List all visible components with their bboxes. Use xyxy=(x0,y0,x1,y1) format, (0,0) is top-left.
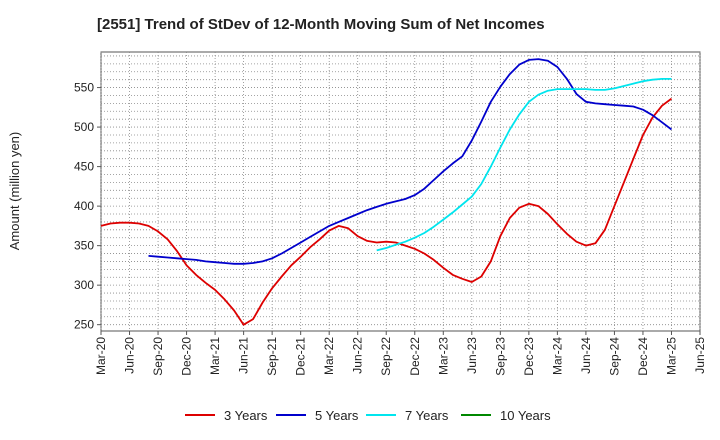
x-tick-label: Dec-20 xyxy=(180,337,194,376)
x-tick-label: Sep-24 xyxy=(607,337,621,376)
x-tick-label: Dec-23 xyxy=(522,337,536,376)
series-line-7-years xyxy=(376,78,672,252)
grid xyxy=(100,52,701,331)
series-lines xyxy=(100,58,673,326)
x-tick-label: Mar-25 xyxy=(664,337,678,375)
x-tick-label: Mar-23 xyxy=(436,337,450,375)
x-tick-label: Mar-20 xyxy=(94,337,108,375)
x-tick-label: Jun-23 xyxy=(465,337,479,374)
x-tick-label: Dec-24 xyxy=(636,337,650,376)
x-tick-label: Sep-20 xyxy=(151,337,165,376)
x-tick-label: Jun-22 xyxy=(351,337,365,374)
legend: 3 Years 5 Years 7 Years 10 Years xyxy=(185,408,551,423)
chart-title: [2551] Trend of StDev of 12-Month Moving… xyxy=(97,16,545,33)
legend-label: 10 Years xyxy=(500,408,551,423)
series-line-5-years xyxy=(148,58,673,265)
legend-label: 3 Years xyxy=(224,408,268,423)
y-axis: 250 300 350 400 450 500 550 xyxy=(74,81,101,332)
y-tick-label: 450 xyxy=(74,160,94,174)
x-tick-label: Jun-21 xyxy=(237,337,251,374)
x-tick-label: Mar-24 xyxy=(550,337,564,375)
x-tick-label: Sep-22 xyxy=(379,337,393,376)
x-axis: Mar-20 Jun-20 Sep-20 Dec-20 Mar-21 Jun-21 Sep-… xyxy=(94,331,707,376)
legend-label: 5 Years xyxy=(315,408,359,423)
x-tick-label: Dec-22 xyxy=(408,337,422,376)
x-tick-label: Jun-25 xyxy=(693,337,707,374)
y-tick-label: 550 xyxy=(74,81,94,95)
legend-label: 7 Years xyxy=(405,408,449,423)
y-tick-label: 250 xyxy=(74,318,94,332)
plot-frame xyxy=(100,51,701,332)
x-tick-label: Jun-24 xyxy=(579,337,593,374)
y-tick-label: 350 xyxy=(74,239,94,253)
x-tick-label: Jun-20 xyxy=(123,337,137,374)
y-axis-label: Amount (million yen) xyxy=(7,132,22,251)
y-tick-label: 400 xyxy=(74,199,94,213)
y-tick-label: 300 xyxy=(74,278,94,292)
y-tick-label: 500 xyxy=(74,120,94,134)
x-tick-label: Mar-22 xyxy=(322,337,336,375)
x-tick-label: Mar-21 xyxy=(208,337,222,375)
x-tick-label: Sep-23 xyxy=(493,337,507,376)
plot-area: 250 300 350 400 450 500 550 Mar-20 Jun-20 Sep-20… xyxy=(74,51,707,376)
series-line-3-years xyxy=(100,97,673,326)
x-tick-label: Dec-21 xyxy=(294,337,308,376)
x-tick-label: Sep-21 xyxy=(265,337,279,376)
